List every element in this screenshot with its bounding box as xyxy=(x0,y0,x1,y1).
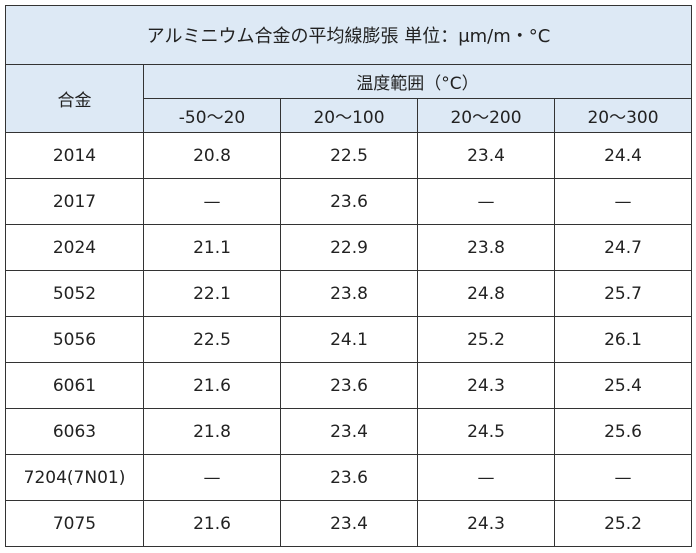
cell: 26.1 xyxy=(553,316,693,363)
column-header: 20〜200 xyxy=(417,98,555,133)
cell: 23.8 xyxy=(280,270,418,317)
cell: — xyxy=(417,178,555,225)
table-container: アルミニウム合金の平均線膨張 単位：μm/m・°C 合金 温度範囲（°C） -5… xyxy=(4,5,693,547)
table-row: 5052 22.1 23.8 24.8 25.7 xyxy=(5,270,693,317)
column-header: -50〜20 xyxy=(143,98,281,133)
cell: 22.5 xyxy=(143,316,281,363)
cell: — xyxy=(553,178,693,225)
alloy-name: 7204(7N01) xyxy=(5,454,144,501)
cell: 24.3 xyxy=(417,362,555,409)
table-title: アルミニウム合金の平均線膨張 単位：μm/m・°C xyxy=(4,5,693,65)
alloy-name: 6061 xyxy=(5,362,144,409)
cell: 22.9 xyxy=(280,224,418,271)
cell: 23.4 xyxy=(280,500,418,547)
table-row: 2014 20.8 22.5 23.4 24.4 xyxy=(5,132,693,179)
cell: 24.4 xyxy=(553,132,693,179)
alloy-name: 2017 xyxy=(5,178,144,225)
corner-header: 合金 xyxy=(5,64,144,133)
cell: 25.2 xyxy=(417,316,555,363)
table-head: アルミニウム合金の平均線膨張 単位：μm/m・°C 合金 温度範囲（°C） -5… xyxy=(4,5,693,133)
table-row: 7075 21.6 23.4 24.3 25.2 xyxy=(5,500,693,547)
cell: 23.4 xyxy=(280,408,418,455)
cell: 24.8 xyxy=(417,270,555,317)
cell: 24.1 xyxy=(280,316,418,363)
cell: 24.7 xyxy=(553,224,693,271)
cell: — xyxy=(143,454,281,501)
table-row: 2024 21.1 22.9 23.8 24.7 xyxy=(5,224,693,271)
cell: 22.5 xyxy=(280,132,418,179)
cell: 25.2 xyxy=(553,500,693,547)
alloy-name: 2024 xyxy=(5,224,144,271)
cell: — xyxy=(417,454,555,501)
table-row: 7204(7N01) —23.6— — xyxy=(5,454,693,501)
cell: 21.1 xyxy=(143,224,281,271)
cell: 24.3 xyxy=(417,500,555,547)
cell: 25.4 xyxy=(553,362,693,409)
table-body: 2014 20.8 22.5 23.4 24.4 2017—23.6— —2024 21.1 2… xyxy=(5,132,693,547)
table-row: 5056 22.5 24.1 25.2 26.1 xyxy=(5,316,693,363)
cell: 25.6 xyxy=(553,408,693,455)
cell: 20.8 xyxy=(143,132,281,179)
column-header: 20〜300 xyxy=(553,98,693,133)
cell: 25.7 xyxy=(553,270,693,317)
cell: 21.8 xyxy=(143,408,281,455)
cell: 23.6 xyxy=(280,178,418,225)
table-row: 6063 21.8 23.4 24.5 25.6 xyxy=(5,408,693,455)
table-row: 6061 21.6 23.6 24.3 25.4 xyxy=(5,362,693,409)
cell: 23.6 xyxy=(280,362,418,409)
cell: — xyxy=(143,178,281,225)
expansion-table: アルミニウム合金の平均線膨張 単位：μm/m・°C 合金 温度範囲（°C） -5… xyxy=(4,5,693,547)
table-row: 2017—23.6— — xyxy=(5,178,693,225)
cell: 22.1 xyxy=(143,270,281,317)
cell: — xyxy=(553,454,693,501)
alloy-name: 5056 xyxy=(5,316,144,363)
column-headers: -50〜20 20〜100 20〜200 20〜300 xyxy=(6,98,693,133)
cell: 23.6 xyxy=(280,454,418,501)
alloy-name: 7075 xyxy=(5,500,144,547)
cell: 23.8 xyxy=(417,224,555,271)
group-header: 温度範囲（°C） xyxy=(142,64,693,99)
cell: 21.6 xyxy=(143,362,281,409)
column-header: 20〜100 xyxy=(280,98,418,133)
cell: 21.6 xyxy=(143,500,281,547)
alloy-name: 6063 xyxy=(5,408,144,455)
cell: 24.5 xyxy=(417,408,555,455)
cell: 23.4 xyxy=(417,132,555,179)
alloy-name: 5052 xyxy=(5,270,144,317)
alloy-name: 2014 xyxy=(5,132,144,179)
